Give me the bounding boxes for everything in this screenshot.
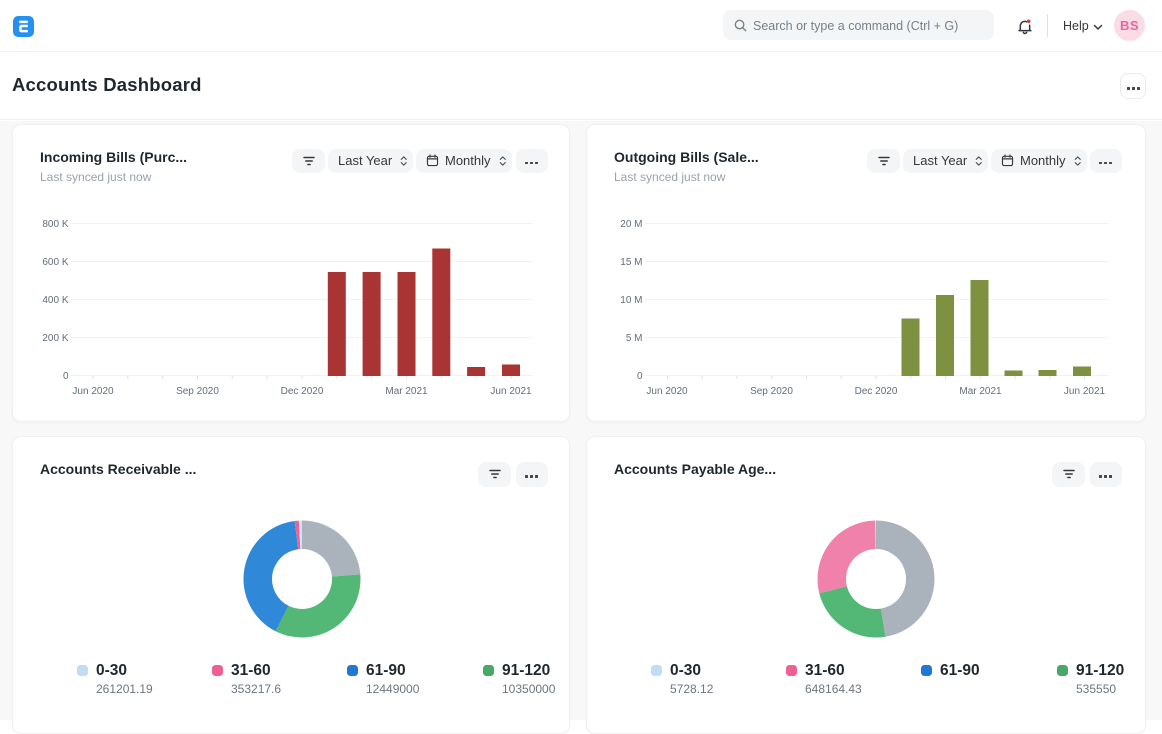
- svg-text:Mar 2021: Mar 2021: [959, 386, 1002, 397]
- svg-text:Dec 2020: Dec 2020: [855, 386, 898, 397]
- svg-text:0: 0: [63, 371, 69, 382]
- svg-text:Jun 2021: Jun 2021: [1064, 386, 1106, 397]
- svg-text:5 M: 5 M: [626, 333, 643, 344]
- svg-text:Jun 2020: Jun 2020: [72, 386, 114, 397]
- svg-text:15 M: 15 M: [620, 257, 642, 268]
- svg-text:200 K: 200 K: [42, 333, 68, 344]
- svg-text:800 K: 800 K: [42, 219, 68, 230]
- svg-text:Jun 2020: Jun 2020: [646, 386, 688, 397]
- svg-text:20 M: 20 M: [620, 219, 642, 230]
- svg-text:600 K: 600 K: [42, 257, 68, 268]
- svg-text:Sep 2020: Sep 2020: [750, 386, 793, 397]
- svg-text:0: 0: [637, 371, 643, 382]
- svg-text:10 M: 10 M: [620, 295, 642, 306]
- svg-text:Sep 2020: Sep 2020: [176, 386, 219, 397]
- svg-text:Jun 2021: Jun 2021: [490, 386, 532, 397]
- svg-text:400 K: 400 K: [42, 295, 68, 306]
- svg-text:Dec 2020: Dec 2020: [281, 386, 324, 397]
- svg-text:Mar 2021: Mar 2021: [385, 386, 428, 397]
